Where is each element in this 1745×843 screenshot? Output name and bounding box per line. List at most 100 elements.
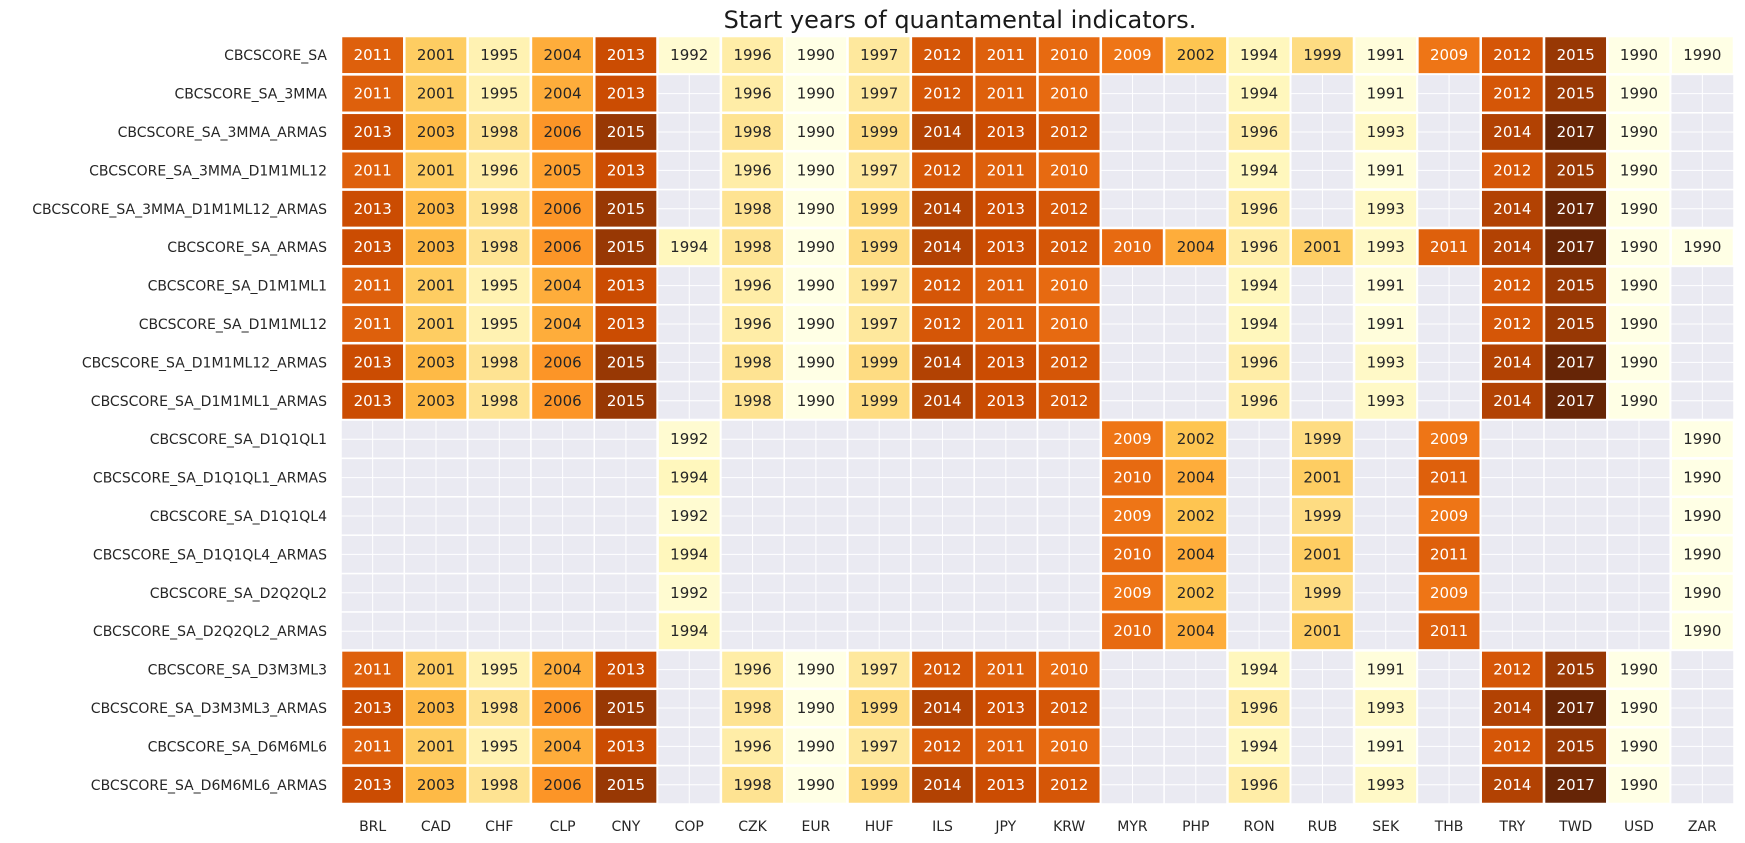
heatmap-cell <box>1479 149 1546 191</box>
cell-value-label: 2012 <box>1050 200 1088 218</box>
cell-value-label: 2013 <box>607 277 645 295</box>
row-label: CBCSCORE_SA_D1M1ML12 <box>139 317 327 333</box>
heatmap-cell <box>403 111 469 153</box>
cell-value-label: 1990 <box>797 353 835 371</box>
column-label: ZAR <box>1688 819 1717 835</box>
heatmap-cell <box>1289 457 1356 499</box>
column-label: COP <box>675 819 704 835</box>
cell-value-label: 1992 <box>670 46 708 64</box>
heatmap-cell <box>1352 764 1419 806</box>
cell-value-label: 1990 <box>1620 392 1658 410</box>
column-label: MYR <box>1117 819 1148 835</box>
cell-value-label: 2001 <box>417 161 455 179</box>
heatmap-cell <box>1669 34 1736 76</box>
cell-value-label: 1998 <box>733 200 771 218</box>
cell-value-label: 2003 <box>417 392 455 410</box>
cell-value-label: 2012 <box>1493 46 1531 64</box>
column-label: TRY <box>1498 819 1525 835</box>
column-label: THB <box>1434 819 1464 835</box>
cell-value-label: 2006 <box>544 699 582 717</box>
column-labels: BRL CAD CHF CLP CNY COP CZK EUR HUF ILS JPY KRW MYR P… <box>359 819 1717 835</box>
cell-value-label: 2013 <box>607 85 645 103</box>
row-label: CBCSCORE_SA_D1Q1QL1_ARMAS <box>93 471 327 487</box>
cell-value-label: 2010 <box>1050 46 1088 64</box>
cell-value-label: 1996 <box>1240 776 1278 794</box>
cell-value-label: 1990 <box>797 161 835 179</box>
heatmap-cell <box>1162 226 1229 268</box>
heatmap-cell <box>1479 303 1546 345</box>
column-label: RUB <box>1308 819 1338 835</box>
cell-value-label: 1998 <box>733 392 771 410</box>
cell-value-label: 2013 <box>987 776 1025 794</box>
cell-value-label: 2011 <box>987 46 1025 64</box>
cell-value-label: 2013 <box>354 776 392 794</box>
cell-value-label: 1991 <box>1367 315 1405 333</box>
cell-value-label: 1996 <box>733 661 771 679</box>
cell-value-label: 1992 <box>670 430 708 448</box>
heatmap-cell <box>1352 226 1419 268</box>
cell-value-label: 2013 <box>354 123 392 141</box>
cell-value-label: 1990 <box>797 699 835 717</box>
heatmap-cell <box>403 265 469 307</box>
cell-value-label: 1991 <box>1367 161 1405 179</box>
cell-value-label: 2015 <box>607 238 645 256</box>
cell-value-label: 2010 <box>1113 238 1151 256</box>
heatmap-cell <box>1162 572 1229 614</box>
cell-value-label: 2014 <box>923 353 961 371</box>
heatmap-cell <box>1099 572 1166 614</box>
cell-value-label: 2010 <box>1113 622 1151 640</box>
heatmap-cell <box>782 341 849 383</box>
heatmap-cell <box>846 188 913 230</box>
column-label: RON <box>1243 819 1274 835</box>
cell-value-label: 2011 <box>1430 622 1468 640</box>
cell-value-label: 2004 <box>1177 545 1215 563</box>
cell-value-label: 2014 <box>923 123 961 141</box>
cell-value-label: 2014 <box>923 776 961 794</box>
cell-value-label: 1990 <box>1620 737 1658 755</box>
cell-value-label: 2012 <box>923 46 961 64</box>
cell-value-label: 1994 <box>670 469 708 487</box>
cell-value-label: 2012 <box>1493 277 1531 295</box>
cell-value-label: 1998 <box>733 776 771 794</box>
cell-value-label: 2015 <box>1557 85 1595 103</box>
heatmap-cell <box>972 188 1039 230</box>
cell-value-label: 1996 <box>1240 238 1278 256</box>
cell-value-label: 2002 <box>1177 507 1215 525</box>
cell-value-label: 1995 <box>480 661 518 679</box>
column-label: BRL <box>359 819 386 835</box>
cell-value-label: 2012 <box>923 661 961 679</box>
cell-value-label: 1990 <box>797 661 835 679</box>
heatmap-cell <box>1542 341 1609 383</box>
cell-value-label: 1993 <box>1367 699 1405 717</box>
cell-value-label: 1991 <box>1367 46 1405 64</box>
cell-value-label: 1990 <box>1620 46 1658 64</box>
heatmap-cell <box>1036 265 1103 307</box>
column-label: CNY <box>612 819 641 835</box>
cell-value-label: 1997 <box>860 661 898 679</box>
cell-value-label: 1990 <box>1683 622 1721 640</box>
cell-value-label: 1990 <box>797 85 835 103</box>
heatmap-cell <box>593 764 659 806</box>
cell-value-label: 2006 <box>544 123 582 141</box>
cell-value-label: 2015 <box>1557 46 1595 64</box>
cell-value-label: 2014 <box>1493 776 1531 794</box>
heatmap-cell <box>1352 380 1419 422</box>
cell-value-label: 2012 <box>923 315 961 333</box>
cell-border <box>1669 764 1735 805</box>
heatmap-cell <box>656 418 723 460</box>
cell-value-label: 2004 <box>1177 238 1215 256</box>
cell-value-label: 2012 <box>923 737 961 755</box>
cell-value-label: 1996 <box>1240 123 1278 141</box>
cell-value-label: 1996 <box>733 161 771 179</box>
cell-value-label: 1995 <box>480 46 518 64</box>
cell-value-label: 1990 <box>1620 238 1658 256</box>
cell-value-label: 1998 <box>480 238 518 256</box>
heatmap-cell <box>846 725 913 767</box>
column-label: CAD <box>421 819 451 835</box>
cell-value-label: 2003 <box>417 699 455 717</box>
cell-value-label: 1996 <box>733 46 771 64</box>
cell-value-label: 1991 <box>1367 737 1405 755</box>
cell-value-label: 2013 <box>987 123 1025 141</box>
row-label: CBCSCORE_SA_D1M1ML1 <box>148 279 327 295</box>
cell-value-label: 1995 <box>480 277 518 295</box>
